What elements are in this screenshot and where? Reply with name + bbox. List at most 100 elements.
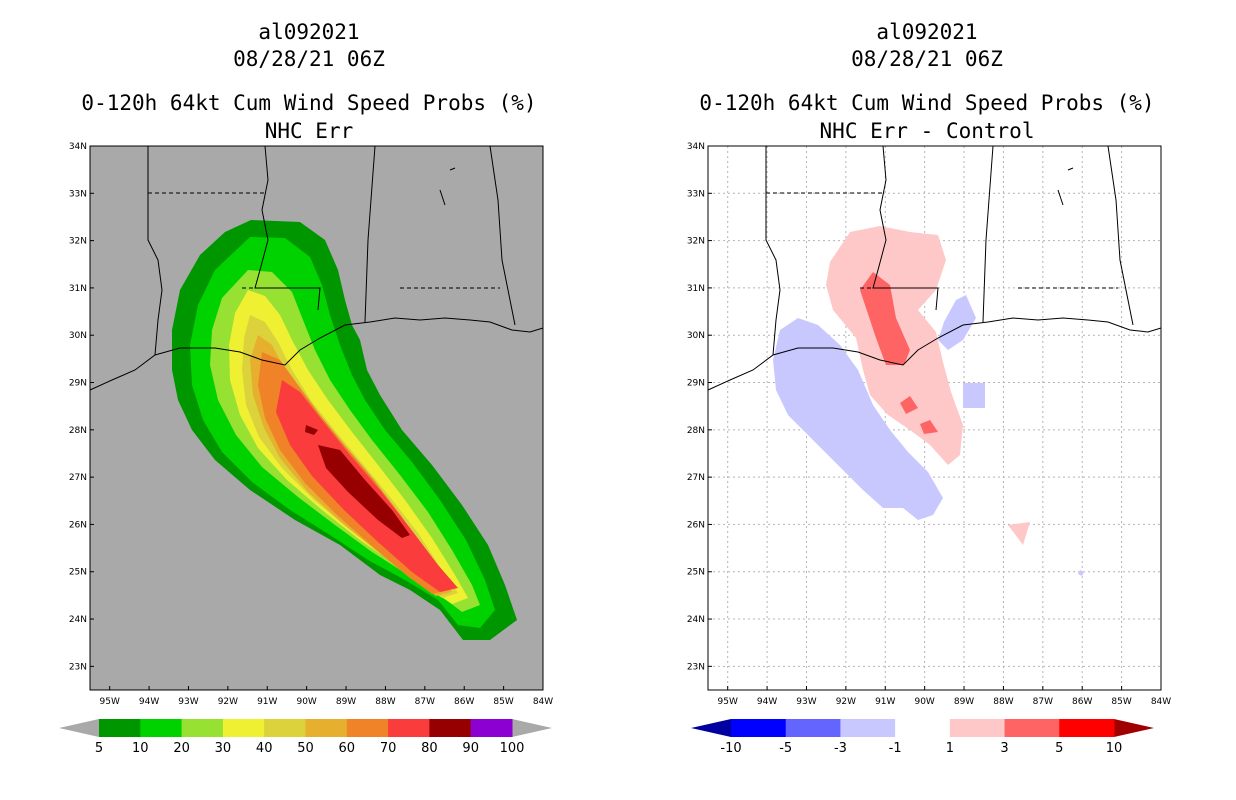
colorbar-label: 100 [500, 741, 525, 756]
lat-tick-label: 28N [687, 426, 705, 436]
lon-tick-label: 84W [1151, 697, 1171, 707]
lon-tick-label: 85W [1111, 697, 1131, 707]
datetime-label: 08/28/21 06Z [851, 47, 1003, 71]
map-nhc-err-minus-control: 95W 94W 93W 92W 91W 90W 89W 88W 87W 86W 85W 84W 23N… [687, 142, 1171, 756]
diff-positive-strong-3 [920, 420, 938, 434]
colorbar-label: 5 [1055, 741, 1063, 756]
lat-tick-label: 26N [69, 520, 87, 530]
colorbar-swatch [181, 719, 224, 737]
lon-tick-label: 87W [1033, 697, 1053, 707]
lat-tick-label: 32N [687, 237, 705, 247]
diff-negative-box [963, 383, 985, 408]
lon-tick-label: 91W [875, 697, 895, 707]
colorbar-prob: 5 10 20 30 40 50 60 70 80 90 100 [59, 719, 552, 756]
lat-tick-label: 31N [687, 284, 705, 294]
product-title: 0-120h 64kt Cum Wind Speed Probs (%) [81, 91, 537, 115]
lat-tick-label: 32N [69, 237, 87, 247]
diff-positive-strong-2 [900, 396, 918, 414]
colorbar-swatch [222, 719, 265, 737]
colorbar-right-arrow [1114, 719, 1154, 737]
lat-tick-label: 24N [687, 615, 705, 625]
lat-tick-label: 29N [69, 379, 87, 389]
colorbar-label: -1 [889, 741, 902, 756]
lat-tick-label: 30N [687, 331, 705, 341]
lon-tick-label: 86W [1072, 697, 1092, 707]
lat-tick-label: 28N [69, 426, 87, 436]
lon-tick-label: 95W [100, 697, 120, 707]
lon-tick-label: 91W [257, 697, 277, 707]
colorbar-label: 80 [421, 741, 438, 756]
lon-axis-labels: 95W 94W 93W 92W 91W 90W 89W 88W 87W 86W 85W 84W [718, 686, 1171, 707]
colorbar-label: 30 [215, 741, 232, 756]
colorbar-label: 50 [297, 741, 314, 756]
lat-tick-label: 34N [69, 142, 87, 152]
diff-negative-coast [938, 295, 976, 350]
colorbar-label: 40 [256, 741, 273, 756]
colorbar-label: 5 [95, 741, 103, 756]
lon-tick-label: 88W [375, 697, 395, 707]
lat-tick-label: 27N [69, 473, 87, 483]
political-boundaries [707, 145, 1162, 391]
colorbar-left-arrow [691, 719, 731, 737]
lon-tick-label: 93W [796, 697, 816, 707]
storm-id-label: al092021 [258, 20, 360, 44]
probability-shading [172, 220, 517, 640]
lon-tick-label: 90W [296, 697, 316, 707]
lon-tick-label: 86W [454, 697, 474, 707]
map-nhc-err: 95W 94W 93W 92W 91W 90W 89W 88W 87W 86W 85W 84W 23N… [59, 142, 553, 756]
colorbar-right-arrow [512, 719, 552, 737]
map-frame [89, 145, 544, 691]
map-frame [707, 145, 1162, 691]
lat-tick-label: 33N [687, 189, 705, 199]
colorbar-swatch [140, 719, 183, 737]
diff-positive-south [1008, 522, 1030, 545]
colorbar-swatch [1059, 719, 1115, 737]
lon-tick-label: 95W [718, 697, 738, 707]
lat-axis-labels: 23N 24N 25N 26N 27N 28N 29N 30N 31N 32N 33N 34N [687, 142, 712, 672]
lat-tick-label: 26N [687, 520, 705, 530]
lon-axis-labels: 95W 94W 93W 92W 91W 90W 89W 88W 87W 86W 85W 84W [100, 686, 553, 707]
colorbar-label: 10 [1106, 741, 1123, 756]
product-title: 0-120h 64kt Cum Wind Speed Probs (%) [699, 91, 1155, 115]
lat-tick-label: 30N [69, 331, 87, 341]
colorbar-label: -3 [834, 741, 847, 756]
datetime-label: 08/28/21 06Z [233, 47, 385, 71]
panel-nhc-err-minus-control: al092021 08/28/21 06Z 0-120h 64kt Cum Wi… [618, 0, 1236, 800]
panel-subtitle: NHC Err - Control [819, 119, 1035, 143]
lon-tick-label: 94W [757, 697, 777, 707]
lat-axis-labels: 23N 24N 25N 26N 27N 28N 29N 30N 31N 32N 33N 34N [69, 142, 94, 672]
difference-shading [773, 226, 1084, 576]
lon-tick-label: 89W [336, 697, 356, 707]
colorbar-swatch [346, 719, 389, 737]
colorbar-swatch [470, 719, 513, 737]
lat-tick-label: 31N [69, 284, 87, 294]
lon-tick-label: 90W [914, 697, 934, 707]
panel-subtitle: NHC Err [264, 119, 354, 143]
colorbar-label: 20 [173, 741, 190, 756]
lat-tick-label: 23N [69, 662, 87, 672]
lat-tick-label: 29N [687, 379, 705, 389]
colorbar-label: 3 [1000, 741, 1008, 756]
colorbar-swatch [99, 719, 141, 737]
colorbar-swatch [264, 719, 306, 737]
lon-tick-label: 94W [139, 697, 159, 707]
colorbar-label: 1 [946, 741, 954, 756]
lat-tick-label: 25N [687, 568, 705, 578]
lon-tick-label: 87W [415, 697, 435, 707]
colorbar-label: 10 [132, 741, 149, 756]
colorbar-left-arrow [59, 719, 99, 737]
colorbar-diff: -10 -5 -3 -1 1 3 5 10 [691, 719, 1154, 756]
diff-positive-strong [860, 272, 910, 365]
colorbar-swatch [388, 719, 430, 737]
lon-tick-label: 92W [836, 697, 856, 707]
colorbar-swatch [895, 719, 951, 737]
colorbar-label: 60 [339, 741, 356, 756]
colorbar-label: -5 [779, 741, 792, 756]
colorbar-label: -10 [720, 741, 741, 756]
diff-negative-dot [1078, 570, 1084, 576]
lat-tick-label: 25N [69, 568, 87, 578]
political-boundaries [89, 145, 544, 391]
colorbar-swatch [1004, 719, 1060, 737]
colorbar-swatch [840, 719, 896, 737]
lat-tick-label: 27N [687, 473, 705, 483]
